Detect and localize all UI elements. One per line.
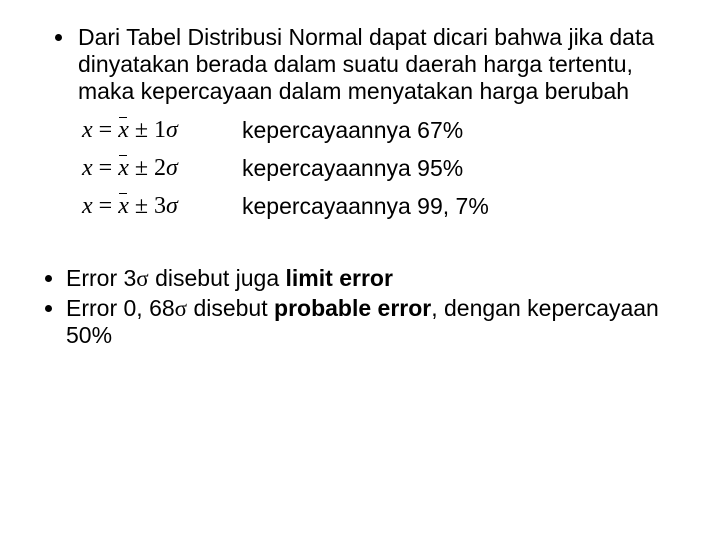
top-bullet-list: Dari Tabel Distribusi Normal dapat dicar… xyxy=(48,24,666,225)
text-pre: Error 0, 68 xyxy=(66,295,175,321)
text-bold: probable error xyxy=(274,295,431,321)
text-mid: disebut juga xyxy=(149,265,286,291)
sigma-symbol: σ xyxy=(175,296,187,321)
formula-coeff: 3 xyxy=(154,193,166,219)
formula-coeff: 2 xyxy=(154,155,166,181)
formula-row: x = x ± 1σ kepercayaannya 67% xyxy=(82,111,666,149)
bottom-bullet-item: Error 0, 68σ disebut probable error, den… xyxy=(66,295,666,349)
bottom-bullet-list: Error 3σ disebut juga limit error Error … xyxy=(48,265,666,348)
slide: Dari Tabel Distribusi Normal dapat dicar… xyxy=(0,0,720,540)
formula-label: kepercayaannya 95% xyxy=(230,155,463,182)
text-bold: limit error xyxy=(286,265,393,291)
formula-expression: x = x ± 2σ xyxy=(82,154,230,182)
text-mid: disebut xyxy=(187,295,274,321)
formula-coeff: 1 xyxy=(154,117,166,143)
text-pre: Error 3 xyxy=(66,265,136,291)
formula-label: kepercayaannya 99, 7% xyxy=(230,193,489,220)
formula-label: kepercayaannya 67% xyxy=(230,117,463,144)
sigma-symbol: σ xyxy=(136,266,148,291)
formula-row: x = x ± 2σ kepercayaannya 95% xyxy=(82,149,666,187)
formula-block: x = x ± 1σ kepercayaannya 67% x = x ± 2σ… xyxy=(82,111,666,225)
top-bullet-text: Dari Tabel Distribusi Normal dapat dicar… xyxy=(78,24,654,104)
top-bullet-item: Dari Tabel Distribusi Normal dapat dicar… xyxy=(76,24,666,225)
spacer xyxy=(48,231,666,265)
bottom-bullet-item: Error 3σ disebut juga limit error xyxy=(66,265,666,292)
formula-expression: x = x ± 1σ xyxy=(82,116,230,144)
formula-expression: x = x ± 3σ xyxy=(82,192,230,220)
formula-row: x = x ± 3σ kepercayaannya 99, 7% xyxy=(82,187,666,225)
